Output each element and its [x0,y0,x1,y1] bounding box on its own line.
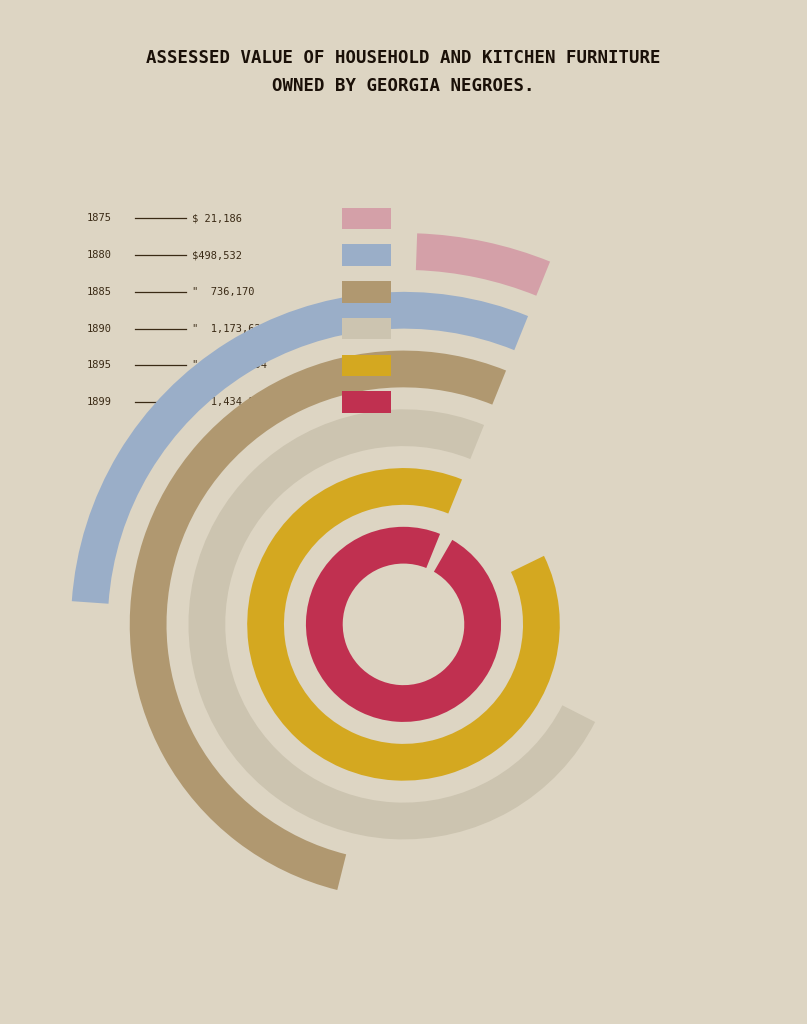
FancyBboxPatch shape [342,208,391,229]
Text: "  736,170: " 736,170 [191,287,254,297]
Text: $ 21,186: $ 21,186 [191,213,241,223]
Wedge shape [72,292,528,604]
Text: "  1,434,975: " 1,434,975 [191,397,266,408]
Text: 1880: 1880 [87,250,112,260]
Text: ASSESSED VALUE OF HOUSEHOLD AND KITCHEN FURNITURE: ASSESSED VALUE OF HOUSEHOLD AND KITCHEN … [146,49,661,68]
Wedge shape [247,468,560,780]
FancyBboxPatch shape [342,391,391,413]
FancyBboxPatch shape [342,282,391,302]
Wedge shape [416,233,550,296]
Text: $498,532: $498,532 [191,250,241,260]
Text: 1890: 1890 [87,324,112,334]
Text: 1885: 1885 [87,287,112,297]
Text: OWNED BY GEORGIA NEGROES.: OWNED BY GEORGIA NEGROES. [272,77,535,95]
FancyBboxPatch shape [342,354,391,376]
Wedge shape [130,350,506,890]
FancyBboxPatch shape [342,245,391,266]
Wedge shape [306,526,501,722]
Text: "  1,322,694: " 1,322,694 [191,360,266,371]
Text: "  1,173,624: " 1,173,624 [191,324,266,334]
FancyBboxPatch shape [342,317,391,339]
Text: 1875: 1875 [87,213,112,223]
Text: 1899: 1899 [87,397,112,408]
Text: 1895: 1895 [87,360,112,371]
Wedge shape [189,410,595,840]
